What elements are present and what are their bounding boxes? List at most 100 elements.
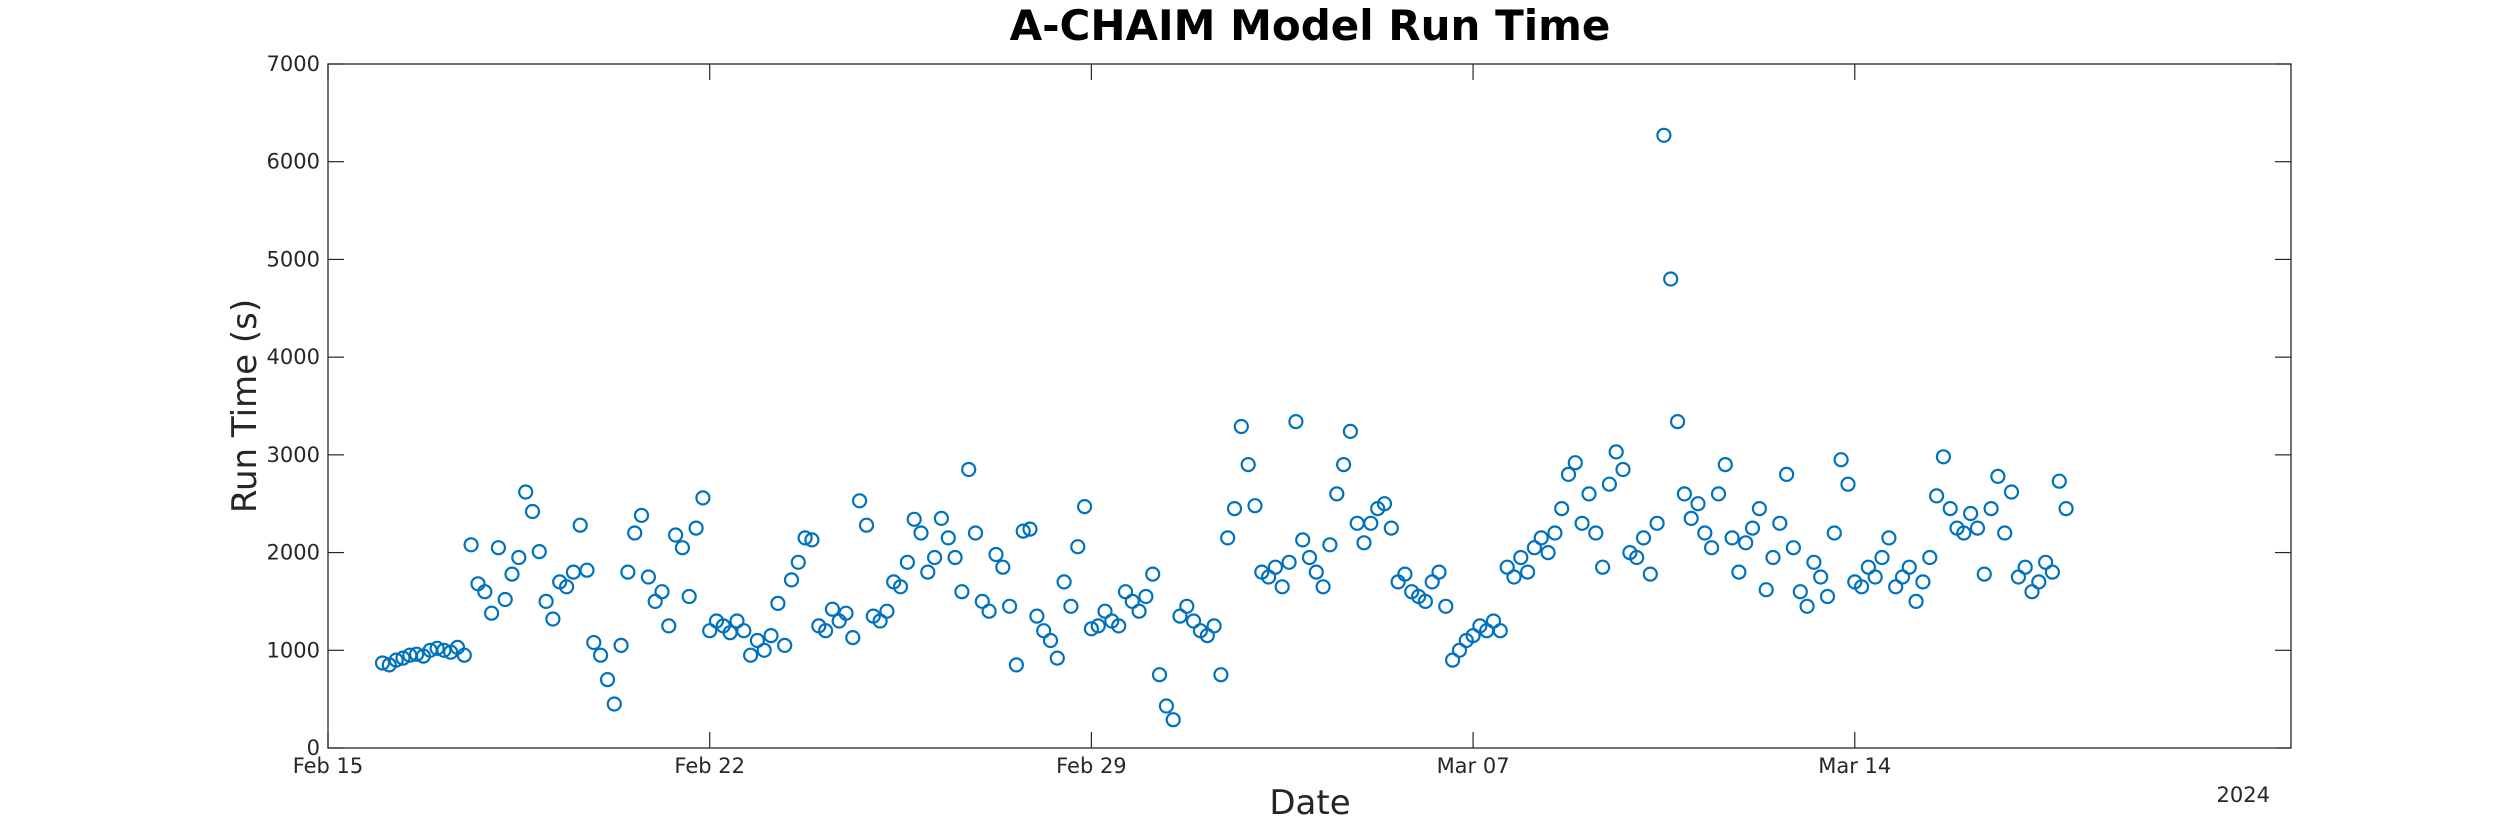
y-axis-label: Run Time (s) <box>225 299 265 513</box>
data-point <box>1083 621 1100 637</box>
data-point <box>592 647 609 663</box>
data-point <box>1554 501 1570 517</box>
data-point <box>1560 466 1577 482</box>
data-point <box>1806 554 1822 570</box>
data-point <box>783 572 800 588</box>
data-point <box>1935 449 1952 465</box>
data-point <box>1056 574 1072 590</box>
data-point <box>1819 588 1836 605</box>
y-tick-label: 3000 <box>267 443 320 467</box>
data-point <box>1008 657 1025 673</box>
data-point <box>1070 539 1086 555</box>
data-point <box>633 507 650 524</box>
data-point <box>409 646 425 662</box>
data-point <box>1867 569 1883 585</box>
data-point <box>1744 520 1761 536</box>
data-point <box>538 593 554 610</box>
data-point <box>2003 484 2020 500</box>
data-point <box>545 611 561 627</box>
data-point <box>1247 498 1263 514</box>
data-point <box>1983 501 1999 517</box>
data-point <box>1063 598 1079 614</box>
data-point <box>1629 549 1645 566</box>
data-point <box>572 517 588 533</box>
data-point <box>1731 564 1747 580</box>
data-point <box>1356 535 1372 551</box>
data-point <box>463 537 479 553</box>
data-point <box>1758 582 1774 598</box>
data-point <box>1969 520 1986 536</box>
data-point <box>1942 501 1958 517</box>
data-point <box>804 532 820 548</box>
data-point <box>681 588 697 605</box>
y-tick-label: 5000 <box>267 247 320 271</box>
data-point <box>1813 569 1829 585</box>
x-tick-label: Feb 22 <box>674 754 745 778</box>
data-point <box>1165 712 1181 728</box>
data-point <box>1281 554 1297 570</box>
data-point <box>1090 618 1106 634</box>
data-point <box>497 591 513 608</box>
data-point <box>1915 574 1931 590</box>
data-point <box>906 511 922 527</box>
data-point <box>1138 588 1154 605</box>
data-point <box>1962 505 1979 522</box>
data-point <box>1206 618 1222 634</box>
data-point <box>899 554 916 570</box>
x-tick-label: Mar 14 <box>1818 754 1891 778</box>
data-point <box>981 603 997 619</box>
data-point <box>1111 618 1127 634</box>
data-point <box>1881 530 1897 546</box>
data-point <box>490 540 506 556</box>
data-point <box>1594 559 1611 575</box>
data-point <box>1417 593 1434 610</box>
data-point <box>1540 544 1556 561</box>
data-point <box>1315 579 1331 595</box>
data-point <box>1601 476 1618 492</box>
data-point <box>1022 521 1038 537</box>
data-point <box>1826 525 1842 541</box>
data-point <box>2044 564 2060 580</box>
data-point <box>654 584 670 600</box>
data-point <box>1567 455 1583 471</box>
data-point <box>674 540 691 556</box>
data-point <box>1322 537 1338 553</box>
data-point <box>1901 559 1917 575</box>
data-point <box>1329 486 1345 502</box>
data-point <box>1588 525 1604 541</box>
data-point <box>961 461 977 478</box>
data-point <box>1158 698 1175 714</box>
data-point <box>926 549 943 566</box>
data-point <box>763 627 779 644</box>
data-point <box>1724 530 1740 546</box>
data-point <box>1956 525 1972 541</box>
data-point <box>524 503 541 520</box>
data-point <box>954 584 970 600</box>
x-tick-label: Feb 29 <box>1056 754 1127 778</box>
data-point <box>1615 461 1631 478</box>
data-point <box>606 696 622 712</box>
data-point <box>1547 525 1563 541</box>
data-point <box>558 579 575 595</box>
data-point <box>1267 559 1284 575</box>
data-point <box>1649 515 1665 531</box>
x-axis-label: Date <box>1269 783 1350 823</box>
data-point <box>1656 127 1672 143</box>
data-point <box>1274 579 1290 595</box>
data-point <box>1519 564 1536 580</box>
data-point <box>2058 501 2074 517</box>
data-point <box>1001 598 1018 614</box>
data-point <box>1608 444 1624 460</box>
data-point <box>967 525 984 541</box>
data-point <box>736 623 752 639</box>
data-point <box>988 546 1004 563</box>
data-point <box>933 510 950 527</box>
data-point <box>436 642 452 658</box>
data-point <box>1397 566 1413 582</box>
data-point <box>640 569 657 585</box>
data-point <box>1513 549 1529 566</box>
data-point <box>1431 564 1447 580</box>
data-point <box>374 655 391 671</box>
